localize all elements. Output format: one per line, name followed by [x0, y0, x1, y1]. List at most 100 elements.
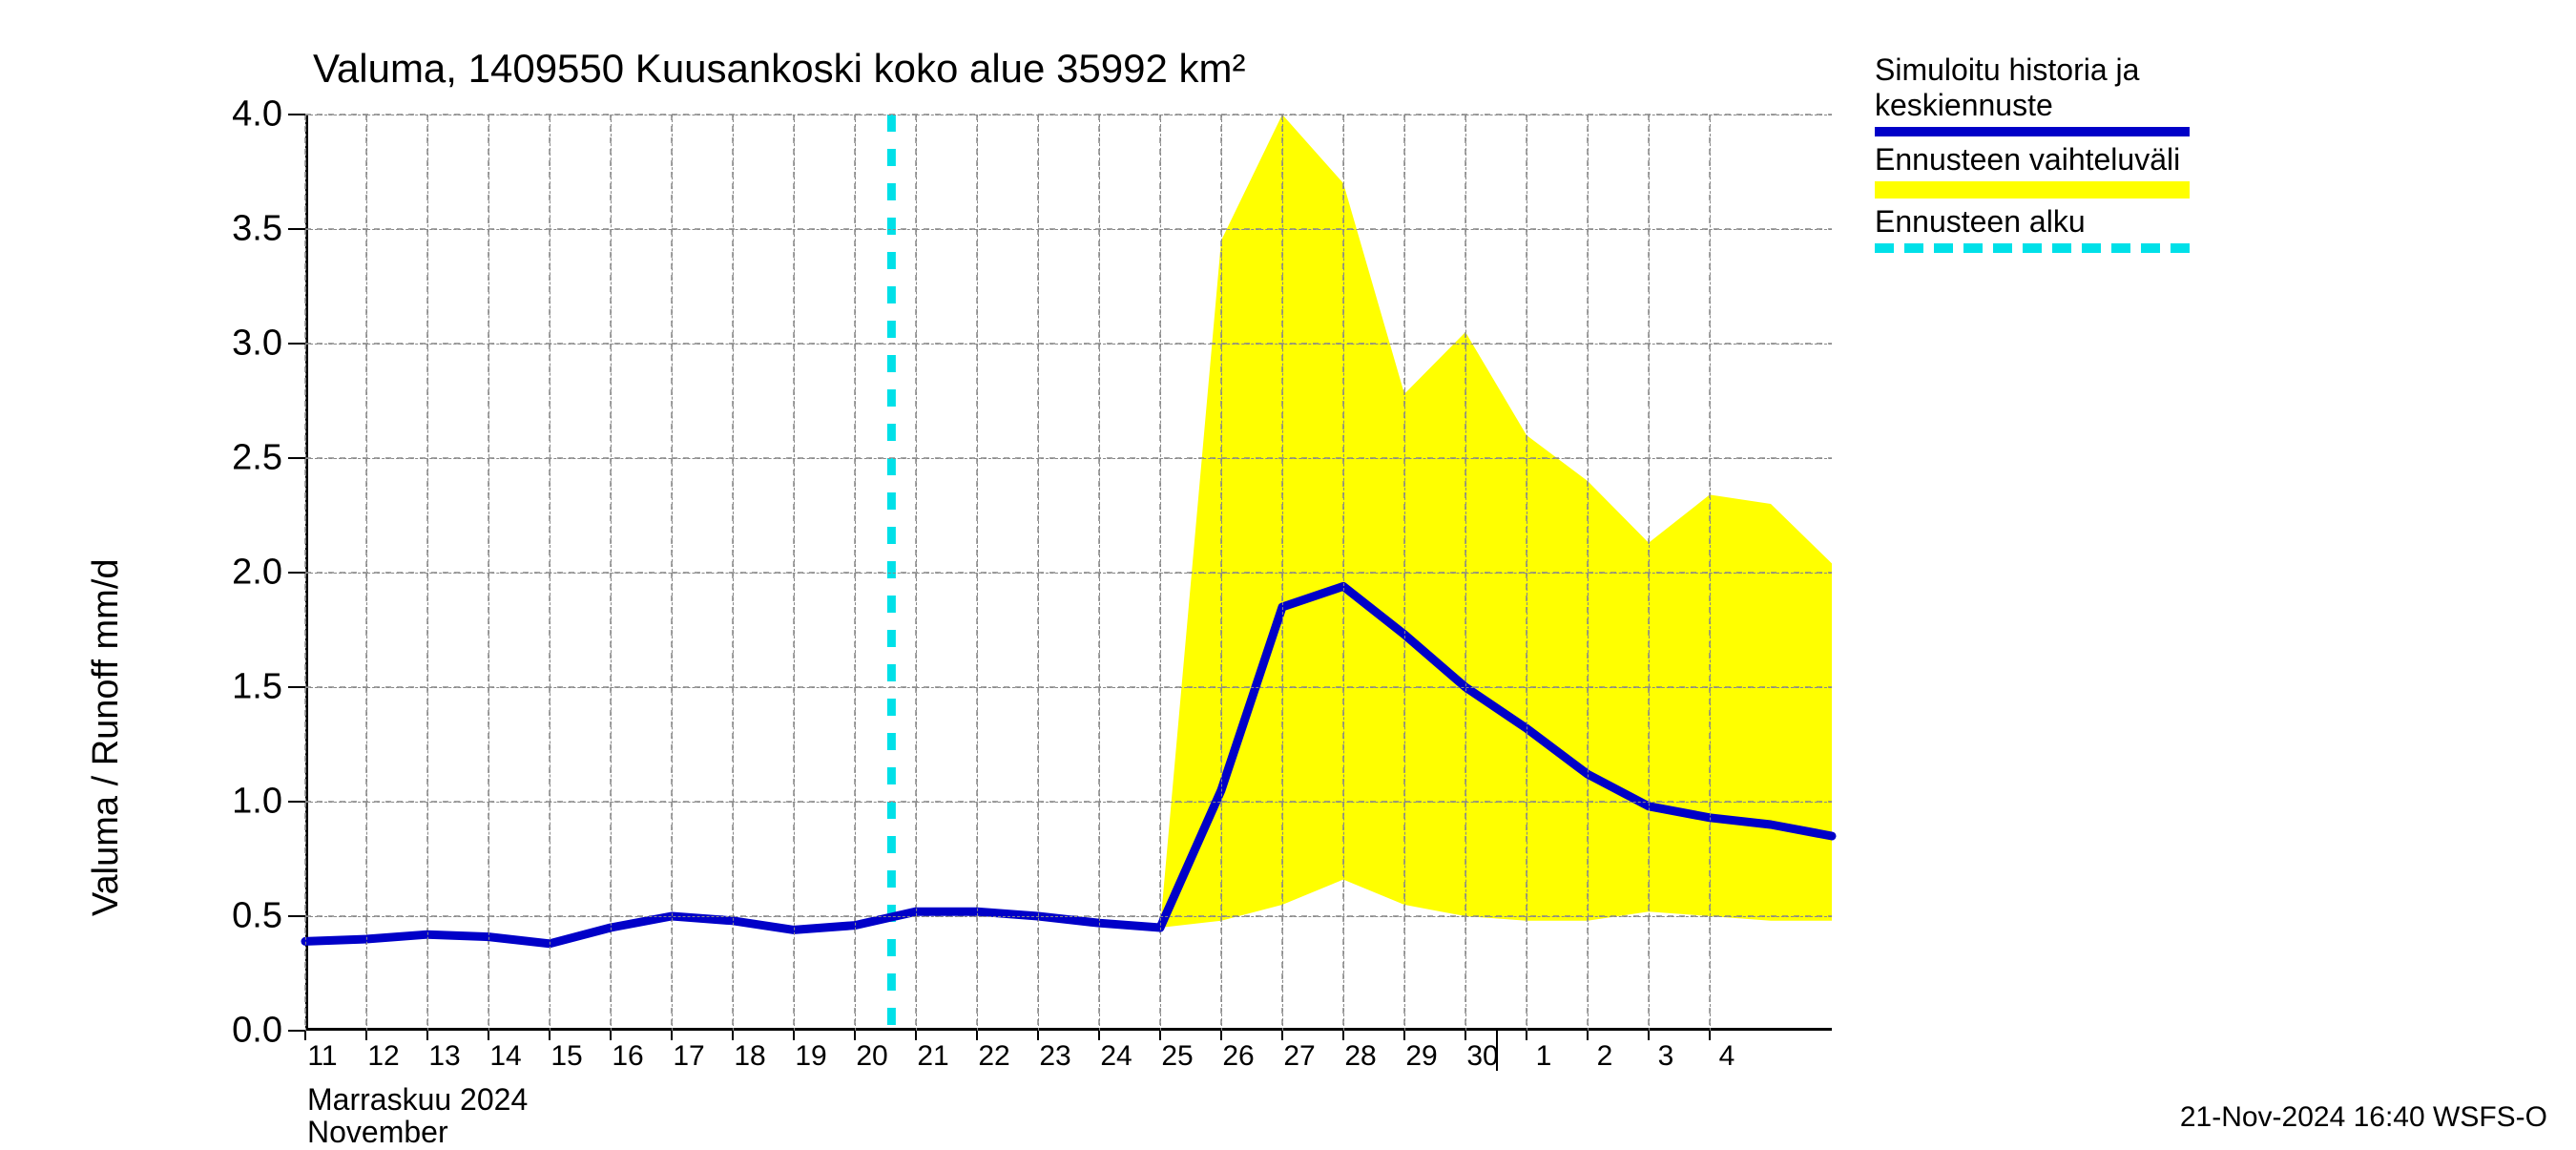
x-tick — [304, 1031, 306, 1040]
x-tick-label: 15 — [551, 1040, 582, 1073]
x-tick-label: 30 — [1466, 1040, 1498, 1073]
y-tick-label: 2.0 — [200, 553, 282, 594]
legend-label: Ennusteen alku — [1875, 204, 2190, 240]
x-tick — [1220, 1031, 1222, 1040]
x-tick-label: 25 — [1161, 1040, 1193, 1073]
x-tick — [365, 1031, 367, 1040]
y-tick-label: 1.5 — [200, 667, 282, 708]
gridline-h — [305, 687, 1832, 688]
gridline-v — [1038, 115, 1039, 1031]
legend-label: Ennusteen vaihteluväli — [1875, 142, 2190, 178]
y-tick-label: 3.5 — [200, 209, 282, 250]
x-tick-label: 19 — [795, 1040, 826, 1073]
gridline-v — [305, 115, 306, 1031]
y-tick-label: 2.5 — [200, 438, 282, 479]
x-tick-label: 18 — [734, 1040, 765, 1073]
y-tick — [288, 457, 305, 459]
x-tick — [1709, 1031, 1711, 1040]
x-tick-label: 1 — [1536, 1040, 1552, 1073]
gridline-h — [305, 458, 1832, 459]
y-tick-label: 3.0 — [200, 324, 282, 365]
forecast-band — [1160, 115, 1832, 928]
x-tick — [1648, 1031, 1650, 1040]
x-tick — [1037, 1031, 1039, 1040]
x-tick-label: 16 — [612, 1040, 643, 1073]
gridline-v — [794, 115, 795, 1031]
gridline-v — [550, 115, 551, 1031]
x-tick — [1098, 1031, 1100, 1040]
y-tick-label: 4.0 — [200, 94, 282, 136]
x-tick — [1465, 1031, 1466, 1040]
x-tick-label: 27 — [1283, 1040, 1315, 1073]
x-tick-label: 17 — [673, 1040, 704, 1073]
gridline-v — [366, 115, 367, 1031]
x-tick — [426, 1031, 428, 1040]
y-tick — [288, 343, 305, 345]
x-tick-label: 29 — [1405, 1040, 1437, 1073]
gridline-v — [1160, 115, 1161, 1031]
x-tick — [854, 1031, 856, 1040]
legend-item: Simuloitu historia jakeskiennuste — [1875, 52, 2190, 136]
y-tick — [288, 1030, 305, 1032]
x-tick-label: 3 — [1658, 1040, 1674, 1073]
x-tick-label: 24 — [1100, 1040, 1132, 1073]
gridline-v — [1099, 115, 1100, 1031]
x-tick-label: 2 — [1597, 1040, 1613, 1073]
x-tick — [976, 1031, 978, 1040]
month-divider — [1496, 1031, 1498, 1071]
y-tick-label: 0.0 — [200, 1011, 282, 1052]
x-tick — [1587, 1031, 1589, 1040]
gridline-h — [305, 802, 1832, 803]
gridline-v — [733, 115, 734, 1031]
x-tick — [488, 1031, 489, 1040]
gridline-v — [977, 115, 978, 1031]
y-tick-label: 0.5 — [200, 896, 282, 937]
legend-swatch — [1875, 181, 2190, 199]
y-axis-label: Valuma / Runoff mm/d — [86, 558, 127, 916]
gridline-h — [305, 344, 1832, 345]
gridline-v — [855, 115, 856, 1031]
x-tick-label: 28 — [1344, 1040, 1376, 1073]
y-tick — [288, 572, 305, 574]
x-tick-label: 13 — [428, 1040, 460, 1073]
gridline-h — [305, 229, 1832, 230]
x-tick — [732, 1031, 734, 1040]
x-tick-label: 12 — [367, 1040, 399, 1073]
y-tick — [288, 686, 305, 688]
x-tick-label: 20 — [856, 1040, 887, 1073]
x-tick-label: 23 — [1039, 1040, 1070, 1073]
x-tick — [793, 1031, 795, 1040]
gridline-v — [488, 115, 489, 1031]
legend-item: Ennusteen vaihteluväli — [1875, 142, 2190, 199]
footer-timestamp: 21-Nov-2024 16:40 WSFS-O — [2180, 1101, 2547, 1134]
gridline-v — [1221, 115, 1222, 1031]
chart-title: Valuma, 1409550 Kuusankoski koko alue 35… — [313, 46, 1246, 92]
x-tick — [610, 1031, 612, 1040]
gridline-v — [672, 115, 673, 1031]
gridline-v — [1588, 115, 1589, 1031]
gridline-h — [305, 573, 1832, 574]
y-tick — [288, 801, 305, 803]
legend-item: Ennusteen alku — [1875, 204, 2190, 253]
gridline-v — [916, 115, 917, 1031]
gridline-v — [1343, 115, 1344, 1031]
x-tick — [1281, 1031, 1283, 1040]
gridline-v — [1649, 115, 1650, 1031]
x-tick-label: 4 — [1719, 1040, 1735, 1073]
gridline-v — [427, 115, 428, 1031]
legend-label: keskiennuste — [1875, 88, 2190, 123]
gridline-v — [1465, 115, 1466, 1031]
x-tick — [1526, 1031, 1527, 1040]
gridline-v — [611, 115, 612, 1031]
gridline-v — [1404, 115, 1405, 1031]
gridline-h — [305, 916, 1832, 917]
legend: Simuloitu historia jakeskiennuste Ennuste… — [1875, 52, 2190, 259]
gridline-v — [1710, 115, 1711, 1031]
legend-label: Simuloitu historia ja — [1875, 52, 2190, 88]
gridline-v — [1282, 115, 1283, 1031]
x-tick — [671, 1031, 673, 1040]
y-tick — [288, 114, 305, 115]
y-tick — [288, 228, 305, 230]
x-axis-month-en: November — [307, 1115, 448, 1150]
x-tick-label: 14 — [489, 1040, 521, 1073]
